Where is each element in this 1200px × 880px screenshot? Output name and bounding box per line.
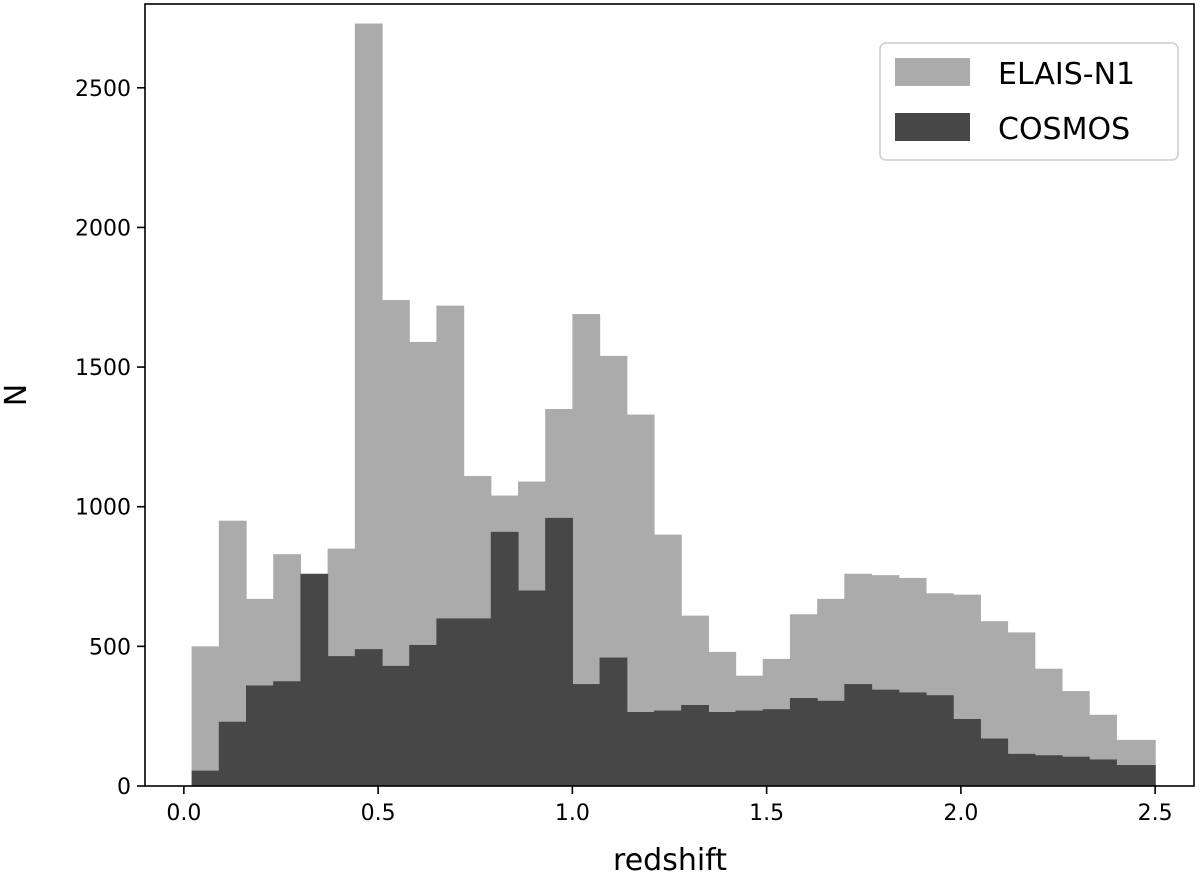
cosmos-bars [191,517,1156,786]
cosmos-bar [1089,759,1117,786]
x-axis-ticks: 0.0 0.5 1.0 1.5 2.0 2.5 [166,786,1173,826]
x-tick-label: 1.5 [749,801,784,826]
cosmos-bar [980,738,1009,786]
y-tick-label: 2000 [75,216,131,241]
cosmos-bar [191,770,220,786]
elais-n1-bar [191,646,220,786]
cosmos-bar [925,695,954,786]
cosmos-bar [735,710,764,786]
cosmos-bar [817,700,845,786]
cosmos-bar [708,711,737,786]
cosmos-bar [300,573,329,786]
y-tick-label: 2500 [75,77,131,102]
cosmos-bar [1116,765,1156,786]
x-axis-label: redshift [613,843,727,878]
cosmos-bar [327,656,356,786]
cosmos-bar [273,681,302,786]
cosmos-bar [436,618,465,786]
legend-swatch-cosmos [895,113,970,141]
cosmos-bar [246,685,274,786]
y-axis-label: N [0,384,34,406]
y-tick-label: 0 [117,775,131,800]
cosmos-bar [871,689,900,786]
legend: ELAIS-N1 COSMOS [879,42,1179,161]
cosmos-bar [898,692,927,786]
cosmos-bar [517,590,546,786]
x-tick-label: 1.0 [555,801,590,826]
y-tick-label: 1000 [75,496,131,521]
cosmos-bar [762,709,791,786]
cosmos-bar [1007,753,1036,786]
x-tick-label: 0.0 [166,801,201,826]
cosmos-bar [218,721,247,786]
cosmos-bar [545,517,573,786]
cosmos-bar [490,531,519,786]
y-tick-label: 1500 [75,356,131,381]
y-axis-ticks: 0 500 1000 1500 2000 2500 [75,77,145,800]
legend-swatch-elais-n1 [895,58,970,86]
cosmos-bar [1034,755,1063,786]
cosmos-bar [953,718,981,786]
cosmos-bar [681,705,709,786]
cosmos-bar [844,684,873,786]
x-tick-label: 2.5 [1138,801,1173,826]
cosmos-bar [599,657,628,786]
cosmos-bar [1061,756,1090,786]
x-tick-label: 0.5 [361,801,396,826]
x-tick-label: 2.0 [943,801,978,826]
legend-label-cosmos: COSMOS [998,112,1130,147]
cosmos-bar [354,649,383,786]
cosmos-bar [789,698,818,786]
y-tick-label: 500 [89,635,131,660]
cosmos-bar [463,618,492,786]
cosmos-bar [382,665,410,786]
plot-frame [144,3,1195,787]
cosmos-bar [572,684,601,786]
legend-label-elais-n1: ELAIS-N1 [998,57,1135,92]
cosmos-bar [409,644,437,786]
cosmos-bar [653,710,682,786]
cosmos-bar [626,711,655,786]
